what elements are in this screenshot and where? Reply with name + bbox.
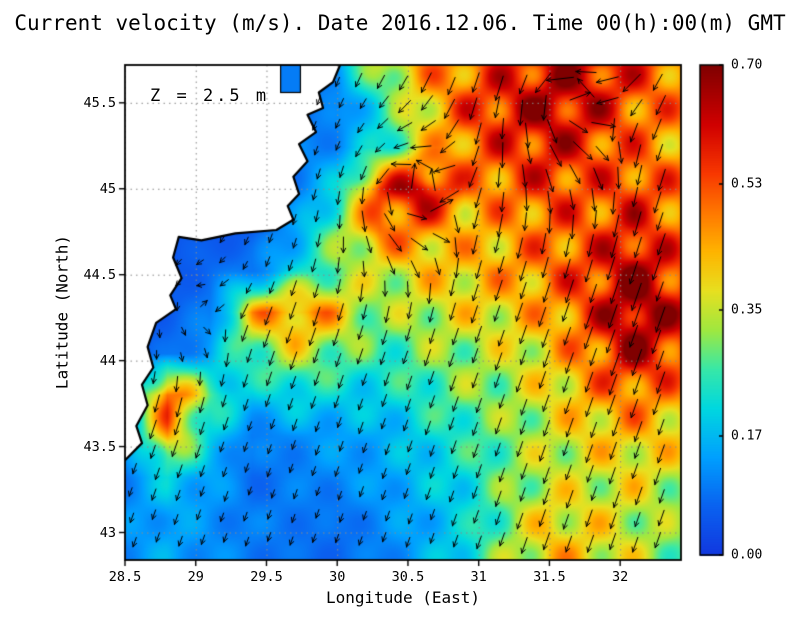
y-tick-label: 43	[99, 524, 116, 541]
x-tick-label: 32	[612, 569, 629, 585]
x-axis-label: Longitude (East)	[325, 588, 481, 607]
y-axis-label: Latitude (North)	[52, 234, 72, 390]
y-tick-label: 45.5	[83, 94, 116, 111]
x-tick-label: 29.5	[250, 569, 283, 585]
colorbar-tick-label: 0.00	[731, 547, 763, 563]
colorbar-tick-label: 0.35	[731, 302, 763, 318]
colorbar-tick-label: 0.17	[731, 428, 763, 444]
y-tick-label: 45	[99, 180, 116, 197]
y-tick-label: 43.5	[83, 438, 116, 455]
x-tick-label: 31.5	[533, 569, 566, 585]
chart-title: Current velocity (m/s). Date 2016.12.06.…	[14, 11, 786, 35]
x-tick-label: 29	[187, 569, 204, 585]
colorbar-tick-label: 0.70	[731, 57, 763, 73]
depth-annotation: Z = 2.5 m	[150, 86, 270, 106]
y-tick-label: 44	[99, 352, 116, 369]
y-tick-label: 44.5	[83, 266, 116, 283]
x-tick-label: 28.5	[108, 569, 142, 585]
x-tick-label: 30	[329, 569, 346, 585]
x-tick-label: 31	[470, 569, 487, 585]
x-tick-label: 30.5	[391, 569, 425, 585]
colorbar-tick-label: 0.53	[731, 176, 763, 192]
